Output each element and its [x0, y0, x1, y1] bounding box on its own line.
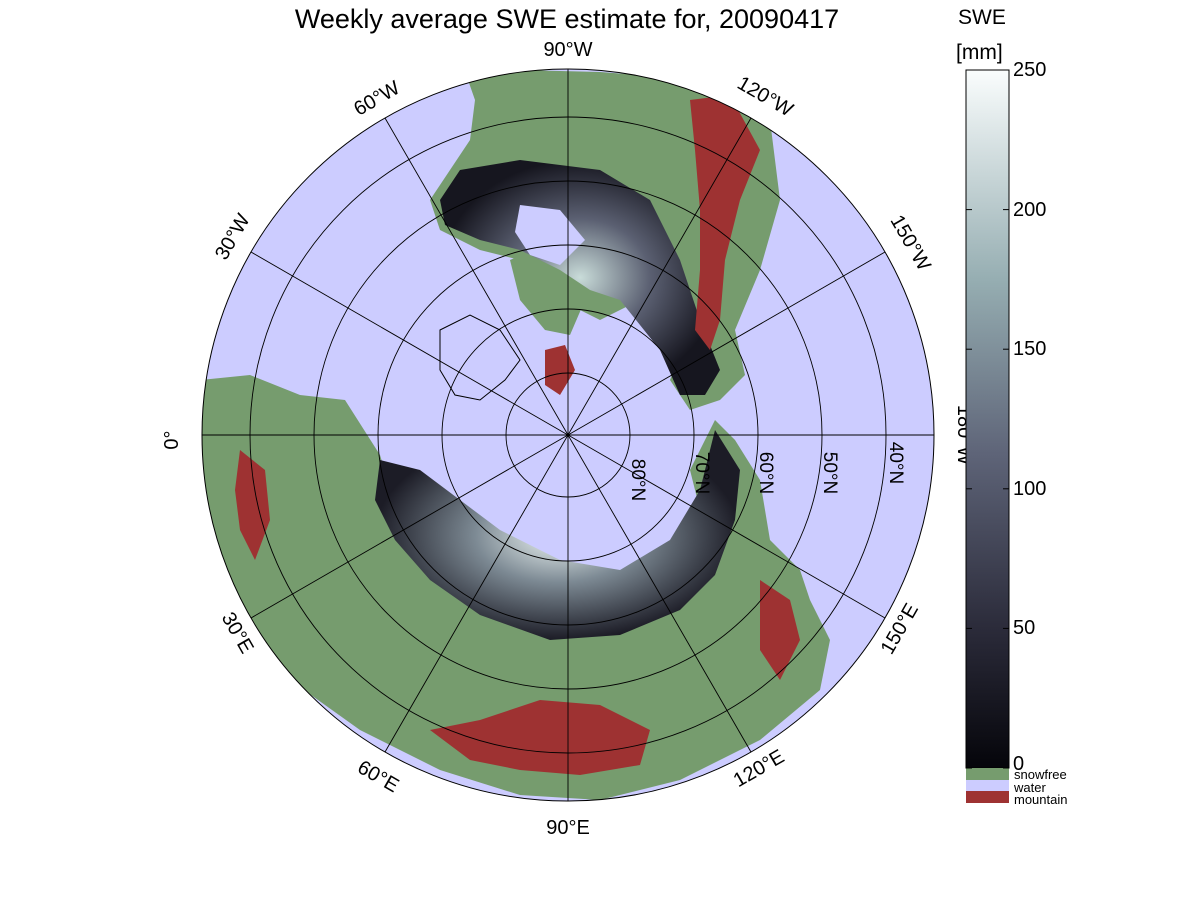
snow-patch-eurasia: [375, 430, 740, 640]
snow-patch-hudson: [515, 205, 585, 265]
lon-label-0: 0°: [161, 430, 183, 449]
lat-label-80n: 80°N: [627, 459, 648, 501]
colorbar-tick-label: 100: [1013, 477, 1047, 500]
map-boundary: [201, 68, 935, 802]
colorbar: [965, 69, 1010, 803]
lon-label-60e: 60°E: [354, 756, 403, 797]
lat-label-40n: 40°N: [885, 442, 906, 484]
legend-label-water: water: [1014, 780, 1046, 795]
figure-title: Weekly average SWE estimate for, 2009041…: [294, 4, 840, 34]
legend-swatch-mountain: [966, 791, 1009, 803]
lon-label-30w: 30°W: [211, 210, 255, 264]
eurasia-landmass: [202, 375, 830, 800]
colorbar-tick-label: 200: [1013, 198, 1047, 221]
legend-swatch-snowfree: [966, 768, 1009, 780]
lon-label-90w: 90°W: [543, 39, 592, 61]
colorbar-tick-marks: [966, 69, 1009, 769]
snow-patch-north-america: [440, 160, 720, 395]
lon-label-90e: 90°E: [546, 817, 590, 839]
coastline-arctic: [439, 314, 521, 401]
colorbar-tick-label: 50: [1013, 617, 1036, 640]
colorbar-unit-label: SWE: [958, 6, 1006, 29]
meridian-150w-30e: [250, 251, 886, 619]
colorbar-unit-bracket: [mm]: [956, 41, 1003, 64]
lat-label-70n: 70°N: [691, 452, 712, 494]
mountain-central-asia: [430, 700, 650, 775]
mountain-rockies: [690, 95, 760, 350]
legend-swatch-water: [966, 780, 1009, 791]
mountain-greenland-ice: [545, 345, 575, 395]
graticule: [202, 69, 934, 801]
latitude-labels: 80°N 70°N 60°N 50°N 40°N: [627, 442, 906, 501]
legend-label-snowfree: snowfree: [1014, 767, 1067, 782]
mountain-scandinavia: [235, 450, 270, 560]
lat-label-50n: 50°N: [819, 452, 840, 494]
lon-label-150w: 150°W: [886, 211, 935, 274]
mountain-far-east: [760, 580, 800, 680]
lat-label-60n: 60°N: [755, 452, 776, 494]
legend-label-mountain: mountain: [1014, 792, 1068, 807]
colorbar-tick-label: 0: [1013, 753, 1025, 775]
land-layer: [202, 70, 830, 800]
colorbar-tick-label: 150: [1013, 338, 1047, 361]
colorbar-tick-label: 250: [1013, 59, 1047, 81]
colorbar-gradient: [965, 69, 1010, 769]
